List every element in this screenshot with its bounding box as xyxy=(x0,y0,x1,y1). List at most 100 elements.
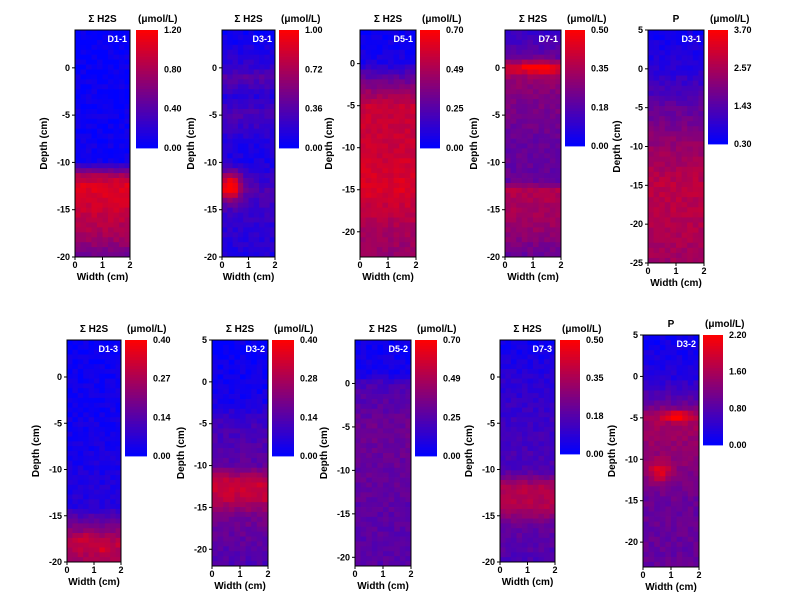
colorbar-band xyxy=(272,352,294,355)
heatmap-cell xyxy=(671,401,677,406)
heatmap-cell xyxy=(539,354,545,359)
heatmap-cell xyxy=(366,527,372,532)
colorbar-band xyxy=(565,126,585,129)
heatmap-cell xyxy=(223,419,229,424)
heatmap-cell xyxy=(516,119,522,124)
heatmap-cell xyxy=(227,129,233,134)
heatmap-cell xyxy=(366,389,372,394)
heatmap-cell xyxy=(99,475,105,480)
heatmap-cell xyxy=(366,114,372,119)
heatmap-cell xyxy=(528,441,534,446)
colorbar-band xyxy=(279,136,299,139)
heatmap-cell xyxy=(665,385,671,390)
heatmap-cell xyxy=(222,139,228,144)
heatmap-cell xyxy=(240,537,246,542)
heatmap-cell xyxy=(110,451,116,456)
heatmap-cell xyxy=(264,79,270,84)
heatmap-cell xyxy=(75,208,81,213)
heatmap-cell xyxy=(99,514,105,519)
heatmap-cell xyxy=(218,409,224,414)
colorbar-band xyxy=(415,389,437,392)
colorbar-band xyxy=(708,113,728,116)
heatmap-cell xyxy=(522,519,528,524)
x-axis-label: Width (cm) xyxy=(214,581,266,592)
heatmap-cell xyxy=(249,183,255,188)
heatmap-cell xyxy=(388,124,394,129)
heatmap-cell xyxy=(240,502,246,507)
colorbar-unit: (μmol/L) xyxy=(127,324,166,335)
heatmap-cell xyxy=(119,65,125,70)
heatmap-cell xyxy=(382,247,388,252)
colorbar-band xyxy=(272,381,294,384)
y-tick-label: -20 xyxy=(342,227,355,237)
heatmap-cell xyxy=(539,480,545,485)
heatmap-cell xyxy=(371,124,377,129)
heatmap-cell xyxy=(383,527,389,532)
heatmap-cell xyxy=(371,79,377,84)
heatmap-cell xyxy=(517,369,523,374)
heatmap-cell xyxy=(405,208,411,213)
heatmap-cell xyxy=(99,470,105,475)
colorbar-band xyxy=(136,136,158,139)
heatmap-cell xyxy=(687,60,693,65)
colorbar-band xyxy=(272,447,294,450)
x-tick-label: 1 xyxy=(525,565,530,575)
heatmap-cell xyxy=(648,162,654,167)
colorbar-band xyxy=(565,120,585,123)
heatmap-cell xyxy=(527,237,533,242)
heatmap-cell xyxy=(234,433,240,438)
heatmap-cell xyxy=(693,162,699,167)
heatmap-cell xyxy=(388,227,394,232)
heatmap-cell xyxy=(516,158,522,163)
heatmap-cell xyxy=(517,548,523,553)
heatmap-cell xyxy=(243,208,249,213)
heatmap-cell xyxy=(249,247,255,252)
heatmap-cell xyxy=(103,99,109,104)
heatmap-cell xyxy=(227,144,233,149)
colorbar-band xyxy=(125,447,147,450)
heatmap-cell xyxy=(103,183,109,188)
heatmap-cell xyxy=(212,487,218,492)
colorbar-band xyxy=(415,340,437,343)
colorbar-band xyxy=(279,142,299,145)
heatmap-cell xyxy=(78,432,84,437)
heatmap-cell xyxy=(670,177,676,182)
heatmap-cell xyxy=(257,414,263,419)
heatmap-cell xyxy=(517,509,523,514)
heatmap-cell xyxy=(105,359,111,364)
heatmap-cell xyxy=(222,242,228,247)
heatmap-cell xyxy=(648,207,654,212)
heatmap-cell xyxy=(243,203,249,208)
heatmap-cell xyxy=(81,139,87,144)
heatmap-cell xyxy=(212,409,218,414)
colorbar-band xyxy=(420,139,440,142)
heatmap-cell xyxy=(103,227,109,232)
heatmap-cell xyxy=(234,537,240,542)
heatmap-cell xyxy=(86,55,92,60)
heatmap-cell xyxy=(522,45,528,50)
heatmap-cell xyxy=(361,428,367,433)
heatmap-cell xyxy=(360,55,366,60)
heatmap-cell xyxy=(506,480,512,485)
heatmap-cell xyxy=(114,237,120,242)
heatmap-cell xyxy=(539,383,545,388)
heatmap-cell xyxy=(544,485,550,490)
y-tick-label: -5 xyxy=(209,110,217,120)
heatmap-cell xyxy=(676,81,682,86)
heatmap-cell xyxy=(222,144,228,149)
colorbar-band xyxy=(415,386,437,389)
colorbar-band xyxy=(415,407,437,410)
y-tick-label: -20 xyxy=(630,219,643,229)
colorbar-band xyxy=(136,145,158,148)
heatmap-cell xyxy=(108,198,114,203)
heatmap-cell xyxy=(94,441,100,446)
colorbar-band xyxy=(708,47,728,50)
heatmap-cell xyxy=(539,124,545,129)
colorbar-band xyxy=(125,442,147,445)
heatmap-cell xyxy=(687,116,693,121)
heatmap-cell xyxy=(383,473,389,478)
heatmap-cell xyxy=(527,193,533,198)
heatmap-cell xyxy=(222,79,228,84)
heatmap-cell xyxy=(103,203,109,208)
colorbar-band xyxy=(565,88,585,91)
